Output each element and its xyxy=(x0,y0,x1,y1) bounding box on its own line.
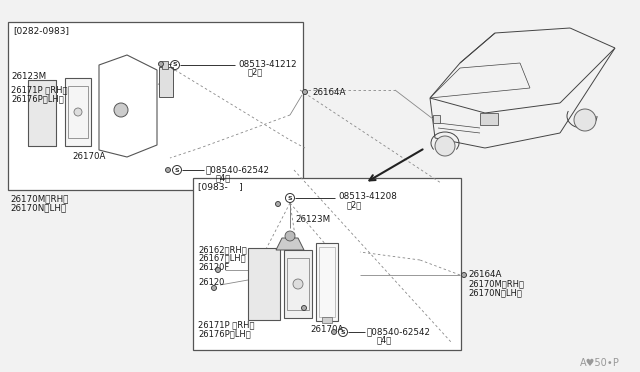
Circle shape xyxy=(166,167,170,173)
Bar xyxy=(68,86,88,138)
Bar xyxy=(322,317,332,323)
Text: 26170N（LH）: 26170N（LH） xyxy=(10,203,67,212)
Text: Ⓢ08540-62542: Ⓢ08540-62542 xyxy=(367,327,431,336)
Text: [0983-    ]: [0983- ] xyxy=(198,182,243,191)
Text: 26170A: 26170A xyxy=(310,325,344,334)
Circle shape xyxy=(293,279,303,289)
Text: （2）: （2） xyxy=(347,200,362,209)
Text: 26167（LH）: 26167（LH） xyxy=(198,253,246,262)
Bar xyxy=(433,115,440,123)
Text: Ⓢ08540-62542: Ⓢ08540-62542 xyxy=(206,165,270,174)
Text: S: S xyxy=(175,167,179,173)
Circle shape xyxy=(159,61,163,67)
Circle shape xyxy=(275,202,280,206)
Circle shape xyxy=(461,273,467,278)
Circle shape xyxy=(114,103,128,117)
Circle shape xyxy=(301,305,307,311)
Bar xyxy=(28,80,56,146)
Text: [0282-0983]: [0282-0983] xyxy=(13,26,69,35)
Text: 26176P（LH）: 26176P（LH） xyxy=(198,329,251,338)
Bar xyxy=(287,258,309,310)
Text: S: S xyxy=(340,330,346,334)
Bar xyxy=(284,250,312,318)
Text: 26123M: 26123M xyxy=(11,72,46,81)
Text: S: S xyxy=(288,196,292,201)
Text: 26176P（LH）: 26176P（LH） xyxy=(11,94,64,103)
Bar xyxy=(159,67,173,97)
Bar xyxy=(319,247,335,317)
Text: 26120F: 26120F xyxy=(198,263,229,272)
Text: 26164A: 26164A xyxy=(312,88,346,97)
Polygon shape xyxy=(276,238,304,250)
Bar xyxy=(8,22,303,190)
Circle shape xyxy=(216,267,221,273)
Text: 26171P （RH）: 26171P （RH） xyxy=(11,85,67,94)
Text: （2）: （2） xyxy=(248,67,263,76)
Text: （4）: （4） xyxy=(216,173,231,182)
Text: 26123M: 26123M xyxy=(295,215,330,224)
Text: 26164A: 26164A xyxy=(468,270,502,279)
Text: 08513-41208: 08513-41208 xyxy=(338,192,397,201)
Text: 26170M（RH）: 26170M（RH） xyxy=(10,194,68,203)
Text: 26120: 26120 xyxy=(198,278,225,287)
Bar xyxy=(65,78,91,146)
Polygon shape xyxy=(99,55,157,157)
Circle shape xyxy=(574,109,596,131)
Bar xyxy=(480,113,498,125)
Text: 26170A: 26170A xyxy=(72,152,106,161)
Text: 26170M（RH）: 26170M（RH） xyxy=(468,279,524,288)
Circle shape xyxy=(303,90,307,94)
Circle shape xyxy=(211,285,216,291)
Text: 26162（RH）: 26162（RH） xyxy=(198,245,247,254)
Bar xyxy=(248,248,280,320)
Bar xyxy=(162,61,168,69)
Text: （4）: （4） xyxy=(377,335,392,344)
Text: 08513-41212: 08513-41212 xyxy=(238,60,296,69)
Text: A♥50∙P: A♥50∙P xyxy=(580,358,620,368)
Circle shape xyxy=(435,136,455,156)
Text: S: S xyxy=(173,62,177,67)
Bar xyxy=(193,178,461,350)
Text: 26171P （RH）: 26171P （RH） xyxy=(198,320,255,329)
Circle shape xyxy=(74,108,82,116)
Text: 26170N（LH）: 26170N（LH） xyxy=(468,288,522,297)
Bar xyxy=(316,243,338,321)
Circle shape xyxy=(332,330,337,334)
Circle shape xyxy=(285,231,295,241)
